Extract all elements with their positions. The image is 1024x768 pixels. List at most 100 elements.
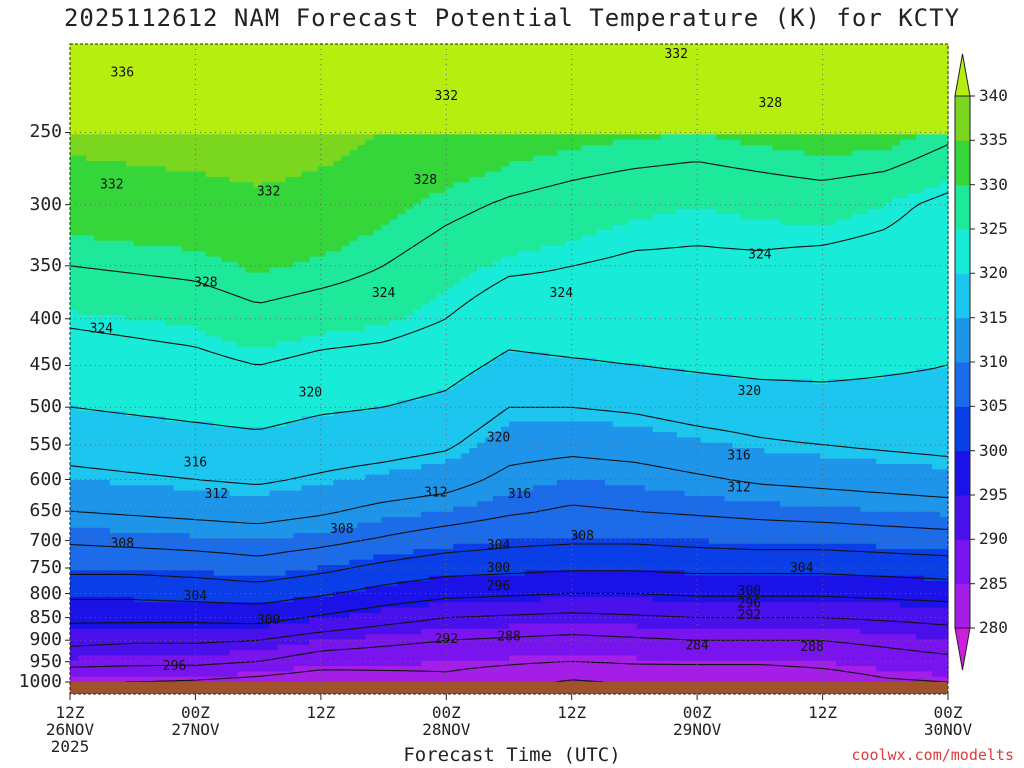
theta-cell xyxy=(692,102,702,109)
theta-cell xyxy=(684,267,694,274)
theta-cell xyxy=(604,198,614,205)
theta-cell xyxy=(724,44,734,50)
theta-cell xyxy=(636,214,646,221)
theta-cell xyxy=(900,192,909,199)
theta-cell xyxy=(117,176,127,183)
theta-cell xyxy=(277,134,287,141)
theta-cell xyxy=(740,123,750,130)
theta-cell xyxy=(572,54,582,61)
theta-cell xyxy=(141,75,151,82)
theta-cell xyxy=(461,176,470,183)
theta-cell xyxy=(461,118,470,125)
theta-cell xyxy=(732,182,742,189)
theta-cell xyxy=(940,75,949,82)
theta-cell xyxy=(413,198,422,205)
theta-cell xyxy=(293,203,303,210)
theta-cell xyxy=(644,192,654,199)
theta-cell xyxy=(101,235,111,242)
theta-cell xyxy=(740,91,750,98)
theta-cell xyxy=(820,123,829,130)
theta-cell xyxy=(916,171,925,178)
theta-cell xyxy=(405,49,414,56)
theta-cell xyxy=(301,171,311,178)
theta-cell xyxy=(85,155,95,162)
theta-cell xyxy=(924,107,933,114)
theta-cell xyxy=(716,214,726,221)
theta-cell xyxy=(501,251,510,258)
theta-cell xyxy=(253,261,263,268)
theta-cell xyxy=(852,272,861,279)
theta-cell xyxy=(157,235,167,242)
theta-cell xyxy=(596,139,606,146)
theta-cell xyxy=(149,54,159,61)
theta-cell xyxy=(437,86,446,93)
theta-cell xyxy=(652,107,662,114)
theta-cell xyxy=(636,267,646,274)
theta-cell xyxy=(333,155,342,162)
theta-cell xyxy=(437,166,446,173)
theta-cell xyxy=(469,113,478,120)
theta-cell xyxy=(421,166,430,173)
theta-cell xyxy=(85,219,95,226)
theta-cell xyxy=(93,75,103,82)
theta-cell xyxy=(876,203,885,210)
theta-cell xyxy=(325,166,334,173)
theta-cell xyxy=(197,166,207,173)
theta-cell xyxy=(708,235,718,242)
theta-cell xyxy=(820,208,829,215)
theta-cell xyxy=(876,160,885,167)
theta-cell xyxy=(453,192,462,199)
theta-cell xyxy=(924,123,933,130)
theta-cell xyxy=(612,246,622,252)
theta-cell xyxy=(660,277,670,284)
theta-cell xyxy=(421,91,430,98)
theta-cell xyxy=(940,166,949,173)
theta-cell xyxy=(493,182,502,189)
theta-cell xyxy=(556,166,566,173)
theta-cell xyxy=(301,44,311,50)
theta-cell xyxy=(477,102,486,109)
theta-cell xyxy=(924,198,933,205)
theta-cell xyxy=(493,171,502,178)
theta-cell xyxy=(804,214,813,221)
theta-cell xyxy=(245,224,255,231)
theta-cell xyxy=(860,123,869,130)
theta-cell xyxy=(70,261,79,268)
theta-cell xyxy=(125,166,135,173)
theta-cell xyxy=(764,54,773,61)
theta-cell xyxy=(261,134,271,141)
theta-cell xyxy=(141,214,151,221)
theta-cell xyxy=(237,91,247,98)
theta-cell xyxy=(285,155,295,162)
theta-cell xyxy=(341,49,350,56)
theta-cell xyxy=(77,230,87,236)
theta-cell xyxy=(532,81,542,88)
theta-cell xyxy=(812,256,821,263)
theta-cell xyxy=(580,219,590,226)
theta-cell xyxy=(101,230,111,236)
theta-cell xyxy=(532,70,542,77)
theta-cell xyxy=(253,155,263,162)
theta-cell xyxy=(804,182,813,189)
theta-cell xyxy=(181,224,191,231)
theta-cell xyxy=(125,160,135,167)
theta-cell xyxy=(125,182,135,189)
theta-cell xyxy=(205,91,215,98)
theta-cell xyxy=(189,187,199,194)
theta-cell xyxy=(644,214,654,221)
theta-cell xyxy=(548,208,558,215)
theta-cell xyxy=(285,187,295,194)
theta-cell xyxy=(756,176,766,183)
theta-cell xyxy=(556,251,566,258)
theta-cell xyxy=(820,118,829,125)
theta-cell xyxy=(676,230,686,236)
theta-cell xyxy=(724,59,734,66)
theta-cell xyxy=(213,198,223,205)
theta-cell xyxy=(828,49,837,56)
theta-cell xyxy=(477,59,486,66)
theta-cell xyxy=(453,166,462,173)
theta-cell xyxy=(884,107,893,114)
theta-cell xyxy=(612,214,622,221)
theta-cell xyxy=(469,261,478,268)
theta-cell xyxy=(812,160,821,167)
